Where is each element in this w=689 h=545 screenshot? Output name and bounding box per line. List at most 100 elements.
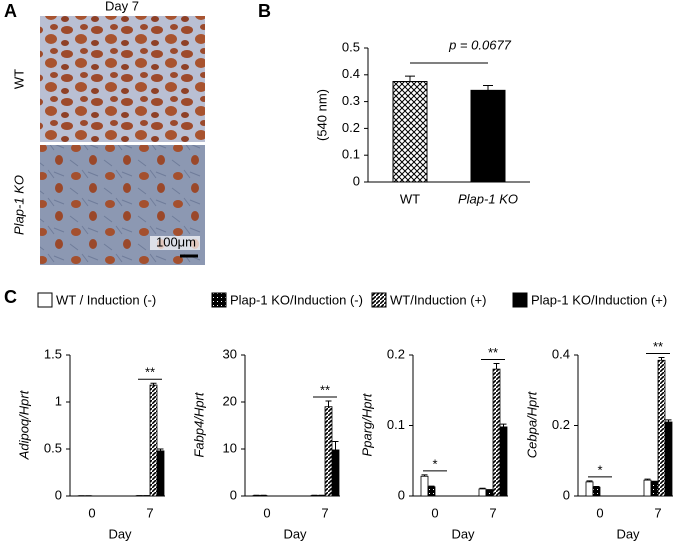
y-tick-label: 30 <box>223 346 237 361</box>
error-bar <box>325 400 332 407</box>
error-bar <box>421 474 428 477</box>
bar <box>470 89 506 183</box>
y-tick-label: 0.5 <box>44 440 62 455</box>
y-tick-label: 1 <box>55 393 62 408</box>
scale-bg <box>150 236 200 250</box>
legend-swatch <box>371 292 387 308</box>
bar <box>585 481 594 497</box>
bar <box>664 421 673 497</box>
x-tick-label: 0 <box>263 505 270 520</box>
scale-bar-label: 100μm <box>156 234 196 249</box>
bar <box>643 479 652 497</box>
significance: * <box>597 462 602 477</box>
bar <box>156 450 165 497</box>
x-tick-label: Plap-1 KO <box>458 191 518 206</box>
y-tick-label: 0 <box>55 487 62 502</box>
legend-swatch <box>37 292 53 308</box>
error-bar <box>500 423 507 427</box>
y-tick-label: 10 <box>223 440 237 455</box>
bar <box>149 384 158 497</box>
y-tick-label: 0.2 <box>552 417 570 432</box>
bar <box>499 426 508 497</box>
error-bar <box>428 485 435 487</box>
error-bar <box>586 480 593 482</box>
x-tick-label: 0 <box>596 505 603 520</box>
y-tick-label: 0.2 <box>342 120 360 135</box>
x-tick-label: 0 <box>431 505 438 520</box>
bar <box>324 406 333 497</box>
x-tick-label: 7 <box>321 505 328 520</box>
bar <box>331 449 340 497</box>
legend-swatch <box>512 292 528 308</box>
error-bar <box>150 382 157 386</box>
error-bar <box>665 419 672 422</box>
y-tick-label: 0.3 <box>342 93 360 108</box>
x-axis-label: Day <box>451 526 475 541</box>
row-label: WT <box>11 69 26 89</box>
bar <box>420 475 429 497</box>
y-tick-label: 0 <box>398 487 405 502</box>
bar <box>392 81 428 183</box>
bar <box>492 368 501 497</box>
y-axis-label: Fabp4/Hprt <box>191 391 206 457</box>
bar <box>427 486 436 497</box>
row-label: Plap-1 KO <box>11 175 26 235</box>
panel-label: A <box>4 1 17 21</box>
legend-swatch <box>211 292 227 308</box>
x-axis-label: Day <box>283 526 307 541</box>
significance: * <box>432 456 437 471</box>
legend-label: WT/Induction (+) <box>390 292 486 307</box>
y-tick-label: 0.4 <box>342 66 360 81</box>
bar <box>592 486 601 497</box>
x-axis-label: Day <box>108 526 132 541</box>
significance: ** <box>488 345 498 360</box>
bar <box>478 488 487 497</box>
x-tick-label: 7 <box>146 505 153 520</box>
x-tick-label: 7 <box>489 505 496 520</box>
error-bar <box>493 362 500 370</box>
error-bar <box>405 75 415 82</box>
micrograph <box>40 16 205 142</box>
bar <box>485 489 494 497</box>
error-bar <box>644 478 651 481</box>
x-axis-label: Day <box>616 526 640 541</box>
y-tick-label: 0.1 <box>342 147 360 162</box>
y-axis-label: Adipoq/Hprt <box>16 389 31 460</box>
y-axis-label: Pparg/Hprt <box>359 392 374 456</box>
x-tick-label: WT <box>400 191 420 206</box>
error-bar <box>593 485 600 488</box>
significance: ** <box>653 339 663 354</box>
error-bar <box>483 85 493 91</box>
error-bar <box>157 448 164 451</box>
y-tick-label: 0.2 <box>387 346 405 361</box>
panel-label: C <box>4 287 17 307</box>
error-bar <box>479 487 486 489</box>
plots: 0 0.1 0.2 0.3 0.4 0.5 B (540 nm) WT Plap-1 KO p = … <box>4 1 673 541</box>
x-tick-label: 7 <box>654 505 661 520</box>
error-bar <box>332 440 339 450</box>
error-bar <box>651 480 658 482</box>
x-tick-label: 0 <box>88 505 95 520</box>
y-tick-label: 0.5 <box>342 39 360 54</box>
legend-label: Plap-1 KO/Induction (-) <box>230 292 363 307</box>
y-tick-label: 0.1 <box>387 417 405 432</box>
bar <box>650 481 659 497</box>
significance: ** <box>320 382 330 397</box>
bar <box>657 359 666 497</box>
legend-label: WT / Induction (-) <box>56 292 156 307</box>
y-tick-label: 0 <box>563 487 570 502</box>
y-axis-label: (540 nm) <box>314 89 329 141</box>
panel-a: A Day 7 WT Plap-1 KO 100μm <box>4 0 205 265</box>
y-axis-label: Cebpa/Hprt <box>524 390 539 458</box>
y-tick-label: 0.4 <box>552 346 570 361</box>
legend-label: Plap-1 KO/Induction (+) <box>531 292 667 307</box>
y-tick-label: 0 <box>230 487 237 502</box>
y-tick-label: 20 <box>223 393 237 408</box>
y-tick-label: 0 <box>353 173 360 188</box>
panel-label: B <box>258 1 271 21</box>
error-bar <box>658 356 665 361</box>
y-tick-label: 1.5 <box>44 346 62 361</box>
significance: ** <box>145 365 155 380</box>
panel-title: Day 7 <box>105 0 139 13</box>
